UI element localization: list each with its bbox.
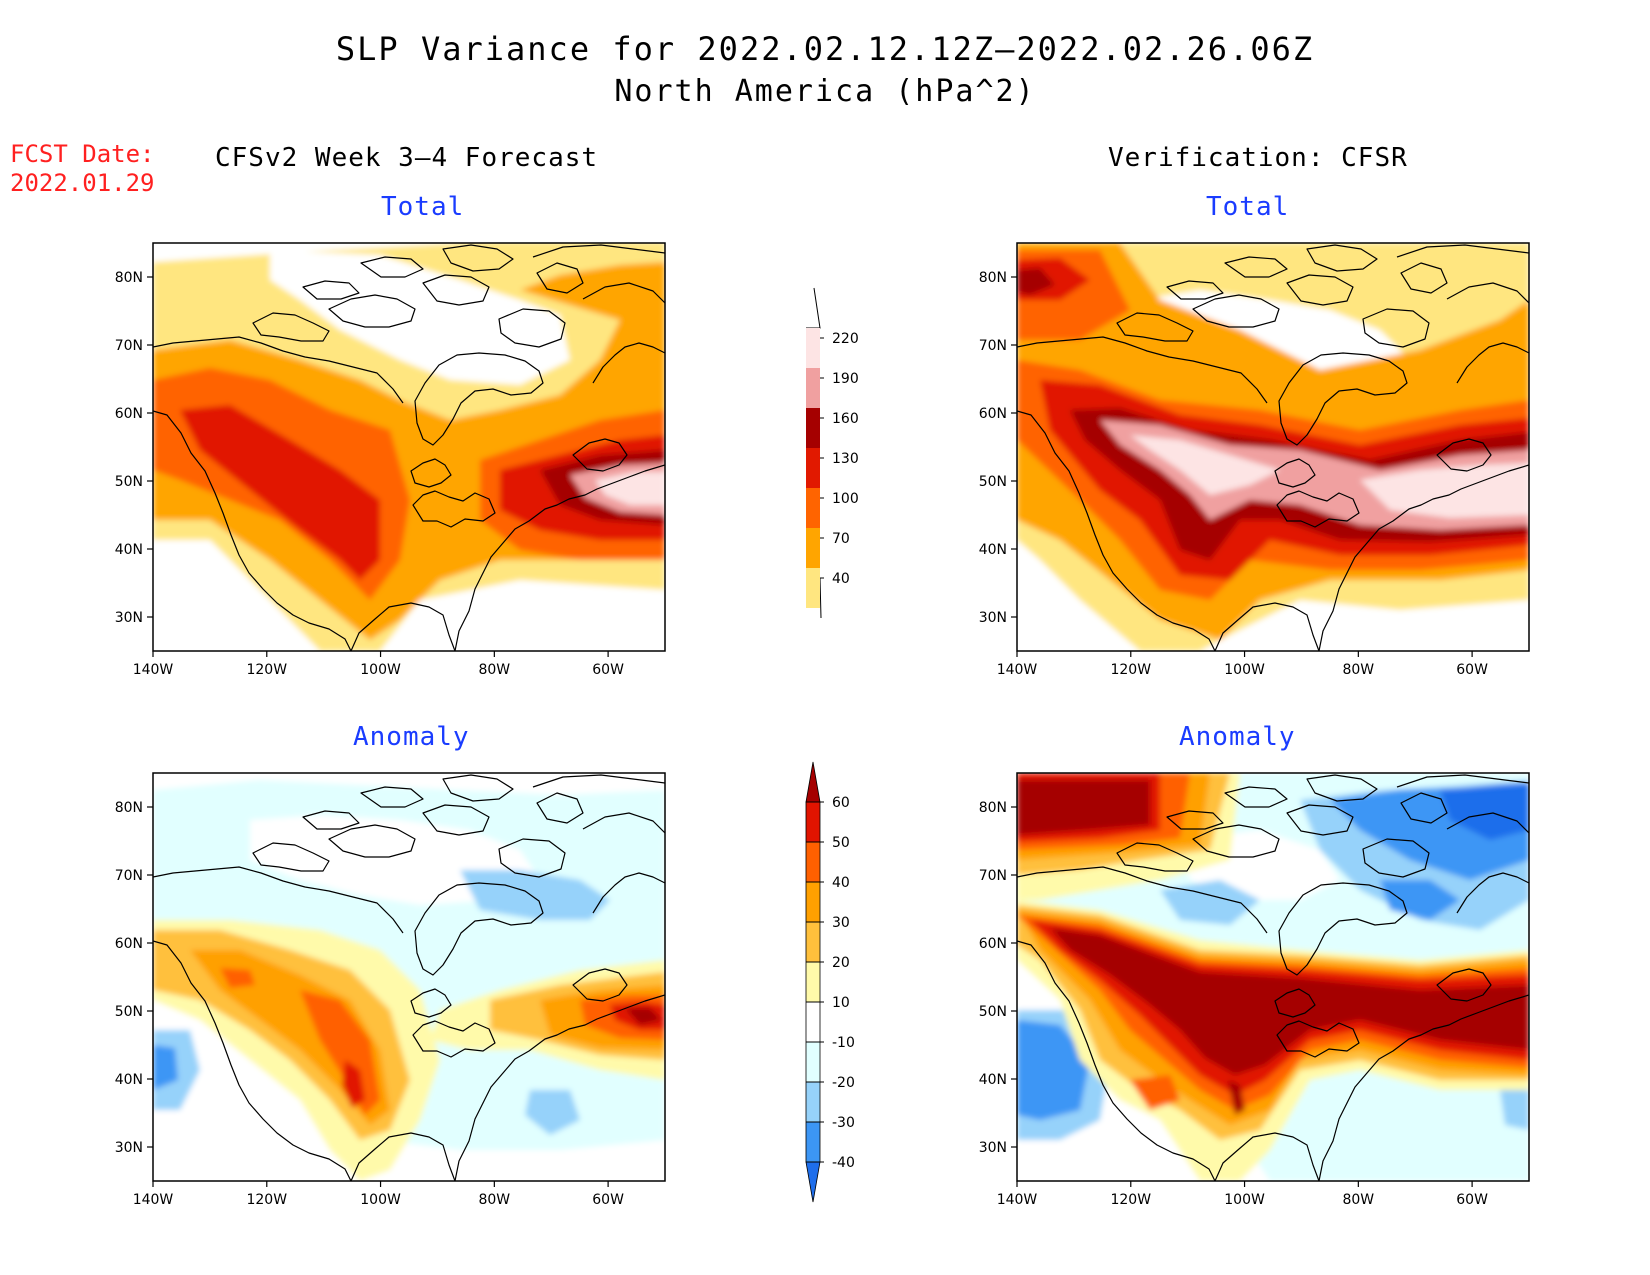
lat-tick-label: 70N	[115, 338, 143, 354]
lon-tick-label: 140W	[997, 662, 1038, 678]
colorbar-upper-end	[806, 287, 821, 329]
colorbar-swatch	[806, 1122, 820, 1162]
lon-tick-label: 100W	[360, 1192, 401, 1208]
figure-title-line1: SLP Variance for 2022.02.12.12Z–2022.02.…	[335, 30, 1315, 68]
colorbar-swatch	[806, 408, 820, 448]
panel-title-top-left: Total	[381, 192, 465, 222]
colorbar-label: 40	[832, 571, 850, 587]
colorbar-swatch	[806, 962, 820, 1002]
panel-title-bottom-left: Anomaly	[353, 722, 470, 752]
lon-tick-label: 60W	[1456, 662, 1488, 678]
lat-tick-label: 60N	[115, 936, 143, 952]
colorbar-anomaly: 60 50 40 30 20 10 -10 -20 -30 -40	[805, 761, 855, 1203]
lat-tick-label: 80N	[979, 800, 1007, 816]
colorbar-label: 130	[832, 451, 859, 467]
panel-title-bottom-right: Anomaly	[1179, 722, 1296, 752]
lon-tick-label: 140W	[997, 1192, 1038, 1208]
lon-tick-label: 100W	[1224, 1192, 1265, 1208]
lat-tick-label: 40N	[115, 1072, 143, 1088]
colorbar-swatch	[806, 328, 820, 368]
colorbar-swatch	[806, 922, 820, 962]
left-column-title: CFSv2 Week 3–4 Forecast	[215, 143, 599, 173]
lon-tick-label: 120W	[246, 1192, 287, 1208]
lat-tick-label: 70N	[115, 868, 143, 884]
lat-tick-label: 50N	[979, 1004, 1007, 1020]
colorbar-swatch	[806, 1082, 820, 1122]
lat-tick-label: 80N	[115, 270, 143, 286]
colorbar-swatch	[806, 802, 820, 842]
colorbar-total: 40 70 100 130 160 190 220	[806, 287, 859, 619]
lat-tick-label: 30N	[115, 610, 143, 626]
colorbar-label: 30	[832, 915, 850, 931]
colorbar-label: 40	[832, 875, 850, 891]
colorbar-label: 100	[832, 491, 859, 507]
lat-tick-label: 30N	[115, 1140, 143, 1156]
lon-tick-label: 80W	[478, 1192, 510, 1208]
colorbar-swatch	[806, 448, 820, 488]
colorbar-label: -30	[832, 1115, 855, 1131]
lat-tick-label: 40N	[979, 1072, 1007, 1088]
map-panel-forecast-total: 80N 70N 60N 50N 40N 30N 140W 120W 100W 80W 60W	[115, 242, 666, 678]
lat-tick-label: 70N	[979, 868, 1007, 884]
lat-tick-label: 50N	[115, 474, 143, 490]
colorbar-swatch	[806, 1042, 820, 1082]
lat-tick-label: 30N	[979, 610, 1007, 626]
colorbar-label: 160	[832, 411, 859, 427]
colorbar-swatch	[806, 842, 820, 882]
lat-tick-label: 60N	[979, 406, 1007, 422]
colorbar-label: -20	[832, 1075, 855, 1091]
fcst-date-label: FCST Date:	[10, 140, 155, 168]
map-panel-verification-total: 80N 70N 60N 50N 40N 30N 140W 120W 100W 80W 60W	[979, 242, 1530, 678]
lon-tick-label: 80W	[478, 662, 510, 678]
fcst-date: FCST Date: 2022.01.29	[10, 140, 155, 198]
colorbar-swatch	[806, 528, 820, 568]
colorbar-lower-end	[805, 1161, 821, 1203]
lon-tick-label: 60W	[592, 662, 624, 678]
lat-tick-label: 70N	[979, 338, 1007, 354]
lat-tick-label: 60N	[115, 406, 143, 422]
right-column-title: Verification: CFSR	[1108, 143, 1408, 173]
lon-tick-label: 60W	[1456, 1192, 1488, 1208]
colorbar-label: 50	[832, 835, 850, 851]
colorbar-swatch	[806, 488, 820, 528]
map-panel-verification-anomaly: 80N 70N 60N 50N 40N 30N 140W 120W 100W 80W 60W	[979, 772, 1530, 1208]
lon-tick-label: 80W	[1342, 662, 1374, 678]
lon-tick-label: 120W	[246, 662, 287, 678]
lon-tick-label: 120W	[1110, 1192, 1151, 1208]
lat-tick-label: 40N	[115, 542, 143, 558]
colorbar-swatch	[806, 1002, 820, 1042]
colorbar-label: 70	[832, 531, 850, 547]
lon-tick-label: 140W	[133, 662, 174, 678]
lat-tick-label: 80N	[979, 270, 1007, 286]
colorbar-label: 10	[832, 995, 850, 1011]
colorbar-label: 60	[832, 795, 850, 811]
colorbar-label: 220	[832, 331, 859, 347]
colorbar-label: 190	[832, 371, 859, 387]
lat-tick-label: 60N	[979, 936, 1007, 952]
lon-tick-label: 140W	[133, 1192, 174, 1208]
colorbar-label: -40	[832, 1155, 855, 1171]
figure-title-line2: North America (hPa^2)	[614, 74, 1036, 109]
lon-tick-label: 80W	[1342, 1192, 1374, 1208]
colorbar-swatch	[806, 882, 820, 922]
colorbar-upper-end	[805, 761, 821, 803]
lon-tick-label: 100W	[1224, 662, 1265, 678]
lon-tick-label: 100W	[360, 662, 401, 678]
lat-tick-label: 30N	[979, 1140, 1007, 1156]
lat-tick-label: 50N	[979, 474, 1007, 490]
fcst-date-value: 2022.01.29	[10, 169, 155, 197]
colorbar-label: 20	[832, 955, 850, 971]
lat-tick-label: 40N	[979, 542, 1007, 558]
colorbar-swatch	[806, 568, 820, 608]
colorbar-label: -10	[832, 1035, 855, 1051]
lon-tick-label: 60W	[592, 1192, 624, 1208]
lon-tick-label: 120W	[1110, 662, 1151, 678]
map-panel-forecast-anomaly: 80N 70N 60N 50N 40N 30N 140W 120W 100W 80W 60W	[115, 772, 666, 1208]
lat-tick-label: 50N	[115, 1004, 143, 1020]
lat-tick-label: 80N	[115, 800, 143, 816]
panel-title-top-right: Total	[1206, 192, 1290, 222]
colorbar-swatch	[806, 368, 820, 408]
